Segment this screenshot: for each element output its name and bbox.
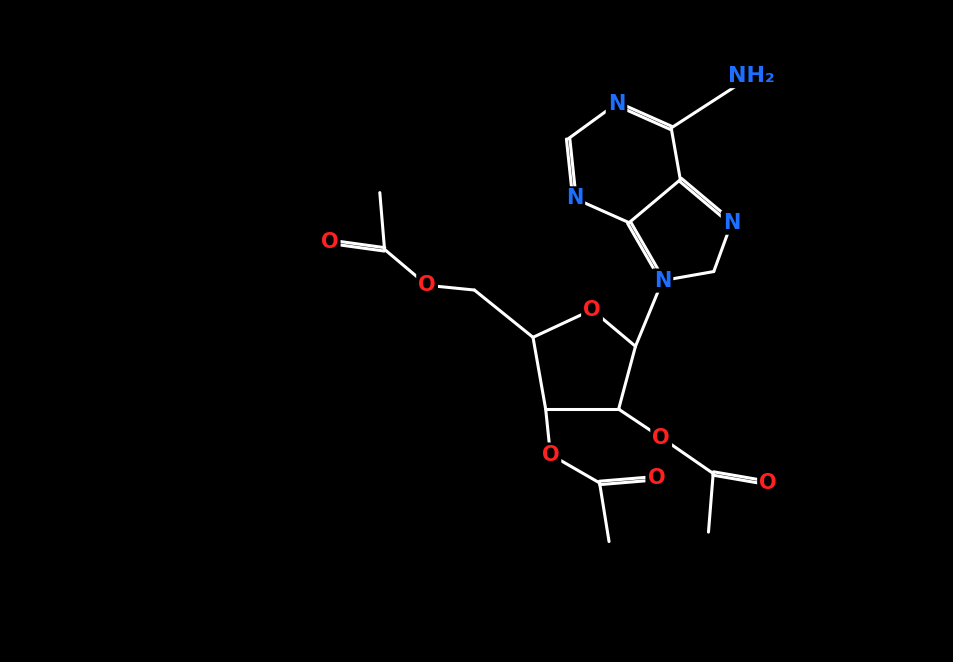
Text: O: O (647, 468, 664, 488)
Text: O: O (320, 232, 338, 252)
Text: N: N (565, 189, 582, 209)
Text: O: O (759, 473, 776, 493)
Text: O: O (417, 275, 436, 295)
Text: N: N (722, 213, 740, 232)
Text: O: O (582, 300, 600, 320)
Text: N: N (607, 93, 624, 114)
Text: O: O (541, 445, 558, 465)
Text: NH₂: NH₂ (727, 66, 774, 86)
Text: O: O (652, 428, 669, 448)
Text: N: N (653, 271, 671, 291)
